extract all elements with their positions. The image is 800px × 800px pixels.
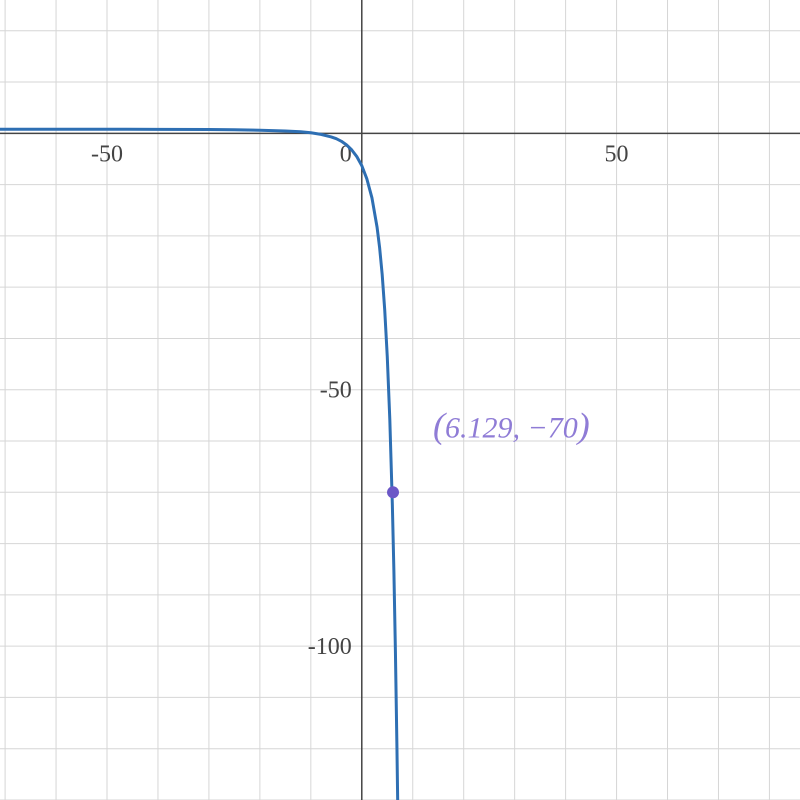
highlighted-point	[387, 486, 399, 498]
x-tick-label: -50	[91, 141, 123, 167]
function-curve	[0, 129, 398, 800]
y-tick-label: -50	[320, 378, 352, 404]
y-tick-label: -100	[308, 634, 352, 660]
point-label: (6.129, −70)	[433, 405, 590, 445]
x-tick-label: 50	[605, 141, 629, 167]
coordinate-chart: -50500-50-100(6.129, −70)	[0, 0, 800, 800]
